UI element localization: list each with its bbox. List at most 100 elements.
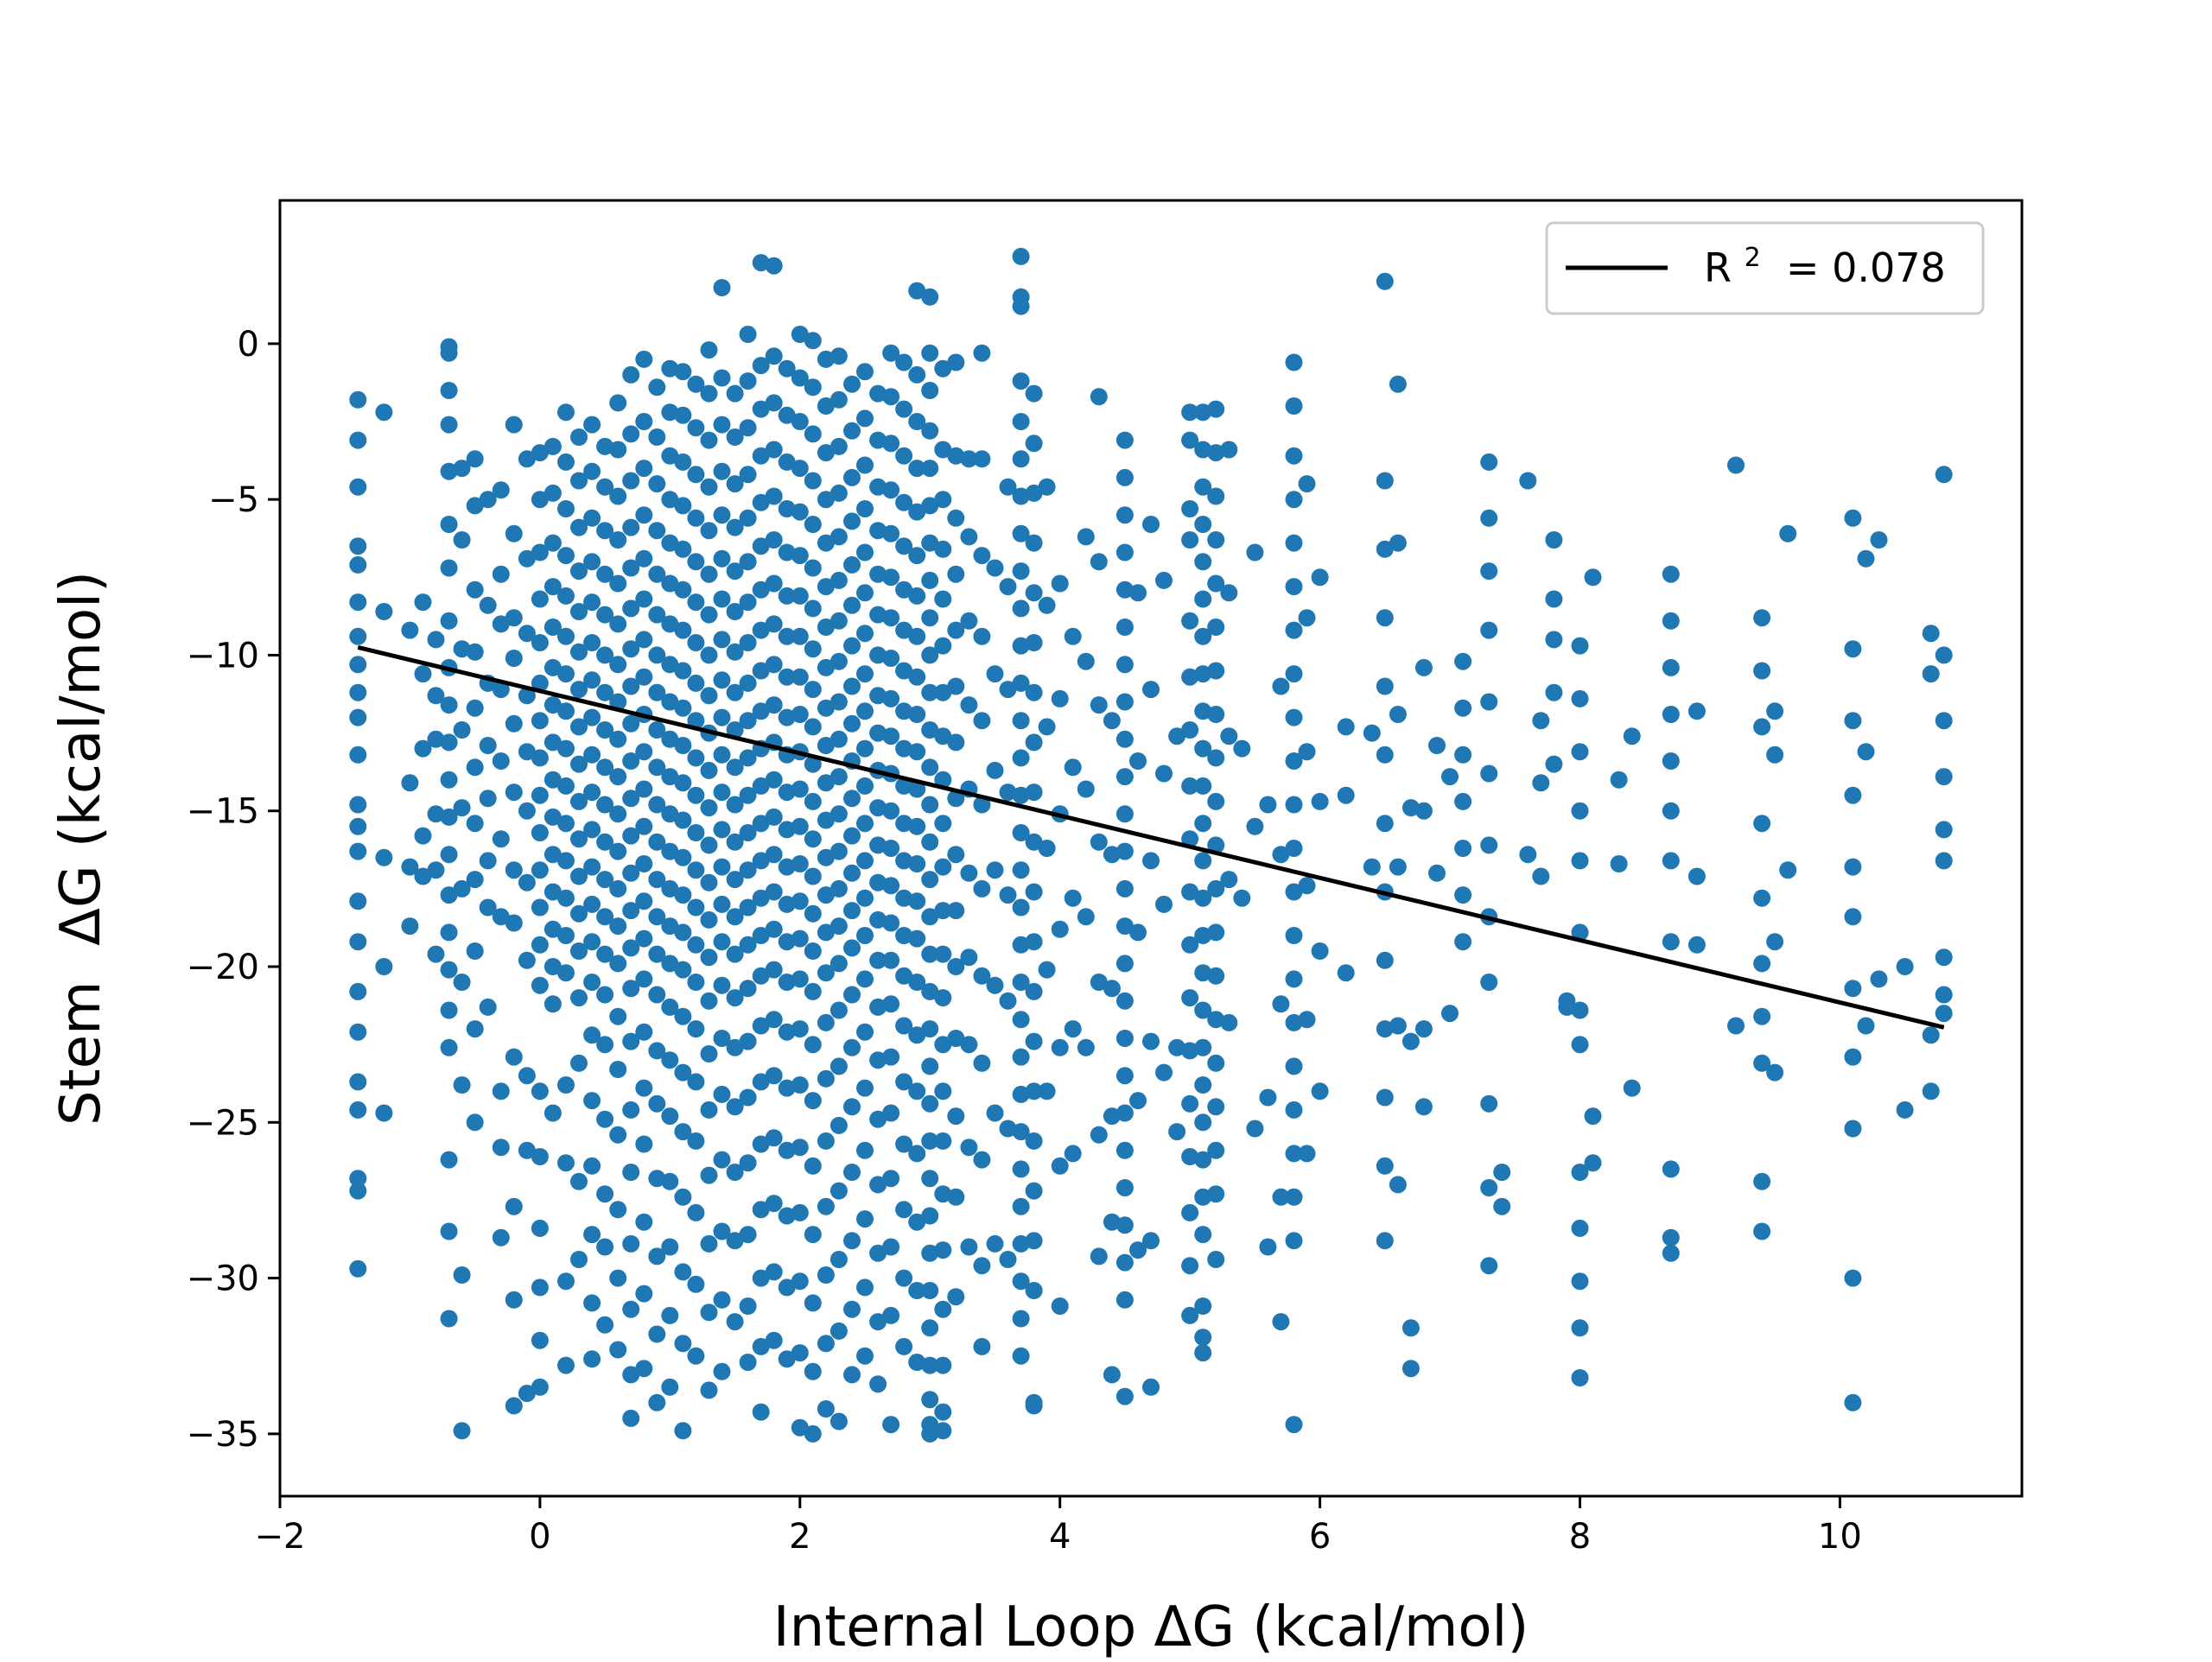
data-point bbox=[440, 1001, 458, 1019]
data-point bbox=[713, 933, 731, 951]
data-point bbox=[1285, 1013, 1303, 1031]
data-point bbox=[1116, 543, 1134, 561]
data-point bbox=[791, 1344, 809, 1362]
data-point bbox=[791, 1139, 809, 1157]
data-point bbox=[349, 1101, 367, 1119]
data-point bbox=[479, 596, 497, 614]
x-tick-label: 0 bbox=[529, 1517, 550, 1557]
data-point bbox=[804, 599, 822, 618]
data-point bbox=[713, 631, 731, 649]
data-point bbox=[1012, 1160, 1030, 1178]
data-point bbox=[635, 350, 653, 368]
data-point bbox=[1662, 1244, 1680, 1262]
data-point bbox=[700, 522, 718, 540]
data-point bbox=[531, 590, 549, 608]
data-point bbox=[596, 683, 614, 701]
data-point bbox=[895, 493, 913, 511]
data-point bbox=[1623, 1079, 1641, 1097]
data-point bbox=[674, 1422, 692, 1440]
data-point bbox=[765, 696, 783, 714]
data-point bbox=[921, 609, 939, 627]
data-point bbox=[609, 693, 627, 711]
data-point bbox=[739, 509, 757, 527]
data-point bbox=[1519, 846, 1537, 864]
data-point bbox=[726, 562, 744, 580]
data-point bbox=[1181, 1306, 1199, 1324]
data-point bbox=[713, 369, 731, 387]
data-point bbox=[752, 621, 770, 639]
data-point bbox=[661, 491, 679, 509]
data-point bbox=[1259, 1088, 1277, 1107]
data-point bbox=[1285, 491, 1303, 509]
data-point bbox=[648, 986, 666, 1004]
data-point bbox=[1844, 712, 1862, 730]
data-point bbox=[1194, 1344, 1212, 1362]
data-point bbox=[817, 1132, 835, 1150]
data-point bbox=[479, 898, 497, 917]
data-point bbox=[1571, 743, 1589, 761]
data-point bbox=[557, 702, 575, 720]
data-point bbox=[492, 1139, 510, 1157]
data-point bbox=[1389, 534, 1407, 552]
data-point bbox=[1038, 718, 1056, 736]
data-point bbox=[739, 861, 757, 879]
data-point bbox=[557, 852, 575, 870]
data-point bbox=[1038, 1082, 1056, 1101]
data-point bbox=[414, 739, 432, 758]
data-point bbox=[1402, 1360, 1420, 1378]
data-point bbox=[518, 625, 536, 643]
data-point bbox=[713, 895, 731, 913]
data-point bbox=[479, 852, 497, 870]
data-point bbox=[609, 574, 627, 593]
data-point bbox=[817, 1069, 835, 1088]
data-point bbox=[869, 1375, 887, 1393]
data-point bbox=[973, 627, 991, 645]
data-point bbox=[543, 618, 562, 636]
data-point bbox=[739, 824, 757, 841]
data-point bbox=[1077, 652, 1095, 670]
data-point bbox=[1545, 531, 1563, 549]
data-point bbox=[778, 1079, 796, 1097]
data-point bbox=[531, 543, 549, 561]
data-point bbox=[934, 1300, 952, 1318]
data-point bbox=[778, 1141, 796, 1159]
data-point bbox=[687, 936, 705, 954]
data-point bbox=[804, 425, 822, 443]
data-point bbox=[934, 989, 952, 1007]
data-point bbox=[726, 989, 744, 1007]
data-point bbox=[1285, 752, 1303, 770]
data-point bbox=[804, 1036, 822, 1054]
data-point bbox=[440, 516, 458, 533]
data-point bbox=[791, 1272, 809, 1291]
data-point bbox=[687, 749, 705, 767]
data-point bbox=[882, 727, 900, 745]
data-point bbox=[349, 390, 367, 409]
y-axis-ticks: 0 −5 −10 −15 −20 −25 −30 −35 bbox=[187, 325, 280, 1455]
data-point bbox=[700, 478, 718, 496]
data-point bbox=[713, 976, 731, 994]
data-point bbox=[1935, 852, 1953, 870]
data-point bbox=[1012, 936, 1030, 954]
data-point bbox=[791, 929, 809, 948]
data-point bbox=[960, 1036, 978, 1054]
data-point bbox=[1571, 1369, 1589, 1386]
data-point bbox=[934, 441, 952, 459]
data-point bbox=[349, 656, 367, 674]
data-point bbox=[882, 1170, 900, 1188]
data-point bbox=[596, 646, 614, 664]
data-point bbox=[1051, 689, 1069, 707]
data-point bbox=[765, 920, 783, 938]
data-point bbox=[349, 933, 367, 951]
data-point bbox=[609, 1201, 627, 1219]
data-point bbox=[505, 609, 523, 627]
data-point bbox=[349, 796, 367, 814]
data-point bbox=[1129, 1241, 1147, 1259]
data-point bbox=[596, 758, 614, 777]
data-point bbox=[921, 1020, 939, 1038]
data-point bbox=[492, 830, 510, 848]
data-point bbox=[596, 1185, 614, 1203]
data-point bbox=[1545, 755, 1563, 773]
data-point bbox=[531, 1082, 549, 1101]
data-point bbox=[505, 783, 523, 802]
data-point bbox=[817, 1335, 835, 1353]
